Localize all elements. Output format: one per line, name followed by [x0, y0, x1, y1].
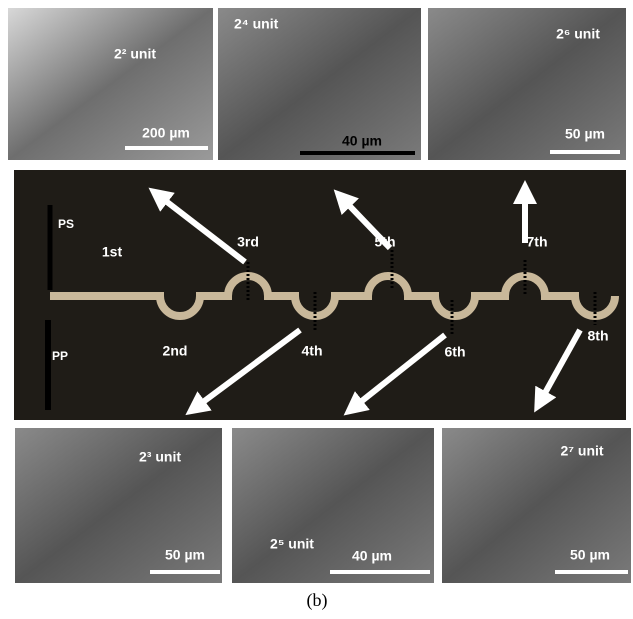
scale-label: 50 µm	[570, 547, 610, 563]
scale-label: 50 µm	[165, 547, 205, 563]
scale-label: 40 µm	[352, 548, 392, 564]
main-label: 5th	[375, 234, 396, 250]
panel-label: 2⁶ unit	[556, 26, 600, 42]
main-label: 7th	[527, 234, 548, 250]
panel-label: 2⁵ unit	[270, 536, 314, 552]
main-label: 3rd	[237, 234, 259, 250]
scale-label: 200 µm	[142, 125, 190, 141]
scale-label: 40 µm	[342, 133, 382, 149]
panel-label: 2⁷ unit	[560, 443, 603, 459]
panel-label: 2⁴ unit	[234, 16, 279, 32]
main-label: 6th	[445, 344, 466, 360]
scale-label: 50 µm	[565, 126, 605, 142]
caption: (b)	[307, 590, 328, 611]
main-label: 8th	[588, 328, 609, 344]
main-label: PS	[58, 217, 74, 231]
panel-label: 2³ unit	[139, 449, 181, 465]
main-label: 1st	[102, 244, 123, 260]
main-label: PP	[52, 349, 68, 363]
main-label: 2nd	[163, 343, 188, 359]
micrograph	[232, 428, 434, 583]
main-label: 4th	[302, 343, 323, 359]
panel-label: 2² unit	[114, 46, 156, 62]
figure: 2² unit 200 µm 2⁴ unit 40 µm 2⁶ unit 50 …	[0, 0, 633, 619]
